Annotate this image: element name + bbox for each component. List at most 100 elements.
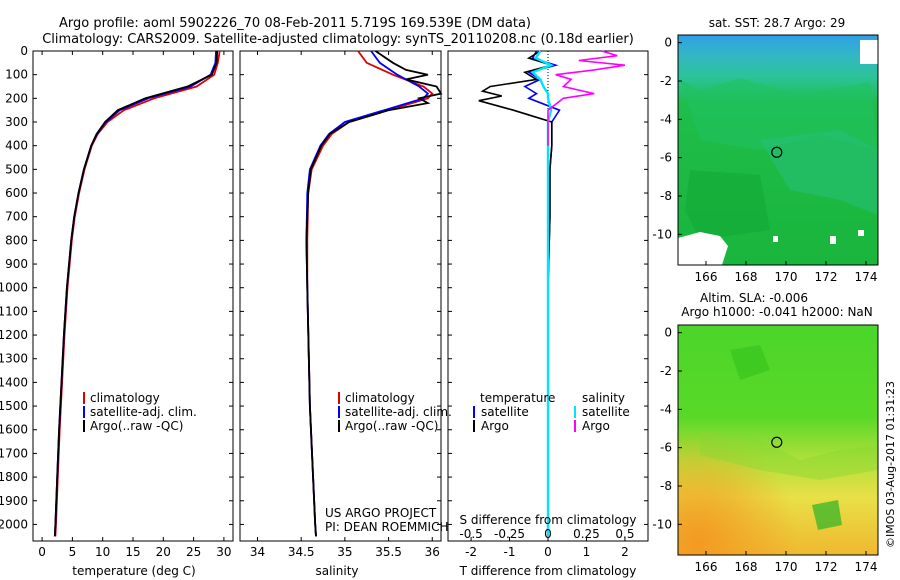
depth-tick-label: 1300 (0, 352, 28, 366)
depth-tick-label: 600 (5, 186, 28, 200)
sla-axes: 166 168 170 172 174 0 -2 -4 -6 -8 -10 (652, 326, 877, 574)
map-y-tick-label: -8 (660, 479, 672, 493)
map-y-tick-label: -10 (652, 517, 672, 531)
legend-label-climatology: climatology (345, 391, 415, 405)
depth-tick-label: 900 (5, 257, 28, 271)
map-x-tick-label: 170 (775, 270, 798, 284)
sst-cloud-mask (678, 232, 728, 265)
map-y-tick-label: -2 (660, 364, 672, 378)
x-tick-label: 5 (69, 545, 77, 559)
difference-xlabel: T difference from climatology (459, 564, 637, 578)
sla-dark-patch (812, 500, 842, 530)
depth-tick-label: 1900 (0, 494, 28, 508)
sst-cloud-mask (830, 236, 836, 244)
depth-tick-label: 500 (5, 162, 28, 176)
legend-label-t-satellite: satellite (481, 405, 529, 419)
legend-label-argo: Argo(..raw -QC) (90, 419, 183, 433)
sst-map (677, 34, 879, 266)
sst-teal-patch (760, 130, 878, 215)
map-x-tick-label: 172 (815, 270, 838, 284)
sst-map-title: sat. SST: 28.7 Argo: 29 (709, 16, 846, 30)
x-tick-label: 15 (125, 545, 140, 559)
map-y-tick-label: -4 (660, 112, 672, 126)
x-tick-label: 0 (38, 545, 46, 559)
temperature-legend: climatology satellite-adj. clim. Argo(..… (83, 391, 197, 433)
salinity-xlabel: salinity (315, 564, 358, 578)
x-tick-label: 2 (621, 545, 629, 559)
series-line-salinity-satellite (530, 50, 555, 537)
x-tick-label: 1 (583, 545, 591, 559)
difference-chart: -2 -1 0 1 2 -0.5 -0.25 0 0.25 0.5 (459, 50, 634, 559)
map-x-tick-label: 174 (855, 560, 878, 574)
s-difference-label: S difference from climatology (460, 513, 637, 527)
x-tick-label: 20 (156, 545, 171, 559)
map-x-tick-label: 170 (775, 560, 798, 574)
x-tick-label: 35.5 (375, 545, 402, 559)
depth-tick-label: 1500 (0, 399, 28, 413)
s-tick-label: 0.5 (615, 527, 634, 541)
series-line-climatology (54, 50, 221, 537)
credit-label: ©IMOS 03-Aug-2017 01:31:23 (884, 381, 897, 548)
legend-label-satellite: satellite-adj. clim. (345, 405, 452, 419)
temperature-panel (32, 50, 234, 542)
series-line-temperature-satellite (523, 50, 561, 537)
argo-position-marker (771, 146, 783, 158)
title-line-2: Climatology: CARS2009. Satellite-adjuste… (42, 32, 634, 47)
depth-tick-label: 700 (5, 210, 28, 224)
sla-map-title: Altim. SLA: -0.006 (700, 291, 808, 305)
map-y-tick-label: -6 (660, 151, 672, 165)
depth-tick-label: 2000 (0, 517, 28, 531)
depth-tick-label: 300 (5, 115, 28, 129)
s-tick-label: -0.25 (494, 527, 525, 541)
depth-tick-label: 1000 (0, 281, 28, 295)
s-tick-label: 0.25 (573, 527, 600, 541)
legend-label-s-satellite: satellite (582, 405, 630, 419)
map-y-tick-label: -4 (660, 402, 672, 416)
depth-tick-label: 0 (20, 44, 28, 58)
map-x-tick-label: 168 (735, 270, 758, 284)
depth-tick-label: 1400 (0, 375, 28, 389)
map-x-tick-label: 168 (735, 560, 758, 574)
map-x-tick-label: 174 (855, 270, 878, 284)
x-tick-label: -1 (504, 545, 516, 559)
sla-mid-band (700, 430, 878, 480)
depth-tick-label: 100 (5, 68, 28, 82)
sst-cloud-mask (860, 40, 878, 64)
x-tick-label: 34.5 (288, 545, 315, 559)
legend-header-salinity: salinity (582, 391, 625, 405)
x-tick-label: -2 (465, 545, 477, 559)
map-x-tick-label: 166 (695, 560, 718, 574)
legend-label-s-argo: Argo (582, 419, 610, 433)
map-y-tick-label: -10 (652, 227, 672, 241)
x-tick-label: 0 (544, 545, 552, 559)
project-annotation: US ARGO PROJECT (325, 506, 437, 520)
map-y-tick-label: 0 (664, 326, 672, 340)
temperature-xlabel: temperature (deg C) (72, 564, 195, 578)
sla-map (677, 324, 879, 556)
sst-axes: 166 168 170 172 174 0 -2 -4 -6 -8 -10 (652, 36, 877, 284)
pi-annotation: PI: DEAN ROEMMICH (325, 520, 448, 534)
map-x-tick-label: 172 (815, 560, 838, 574)
depth-tick-label: 1200 (0, 328, 28, 342)
series-line-argo-raw-qc- (305, 50, 443, 537)
series-line-climatology (306, 50, 434, 537)
legend-label-satellite: satellite-adj. clim. (90, 405, 197, 419)
depth-tick-label: 1100 (0, 304, 28, 318)
legend-label-t-argo: Argo (481, 419, 509, 433)
salinity-legend: climatology satellite-adj. clim. Argo(..… (325, 391, 452, 534)
x-tick-label: 35 (337, 545, 352, 559)
depth-tick-label: 1800 (0, 470, 28, 484)
sla-hot-region (678, 325, 878, 555)
title-line-1: Argo profile: aoml 5902226_70 08-Feb-201… (59, 16, 531, 31)
depth-tick-label: 1600 (0, 423, 28, 437)
sst-frame (677, 34, 879, 266)
depth-tick-label: 200 (5, 91, 28, 105)
depth-tick-label: 1700 (0, 446, 28, 460)
series-line-satellite-adj-clim- (305, 50, 430, 537)
series-line-argo-raw-qc- (53, 50, 219, 537)
temperature-chart: 0 5 10 15 20 25 30 (38, 50, 232, 559)
depth-tick-label: 800 (5, 233, 28, 247)
x-tick-label: 34 (250, 545, 265, 559)
legend-header-temperature: temperature (480, 391, 555, 405)
